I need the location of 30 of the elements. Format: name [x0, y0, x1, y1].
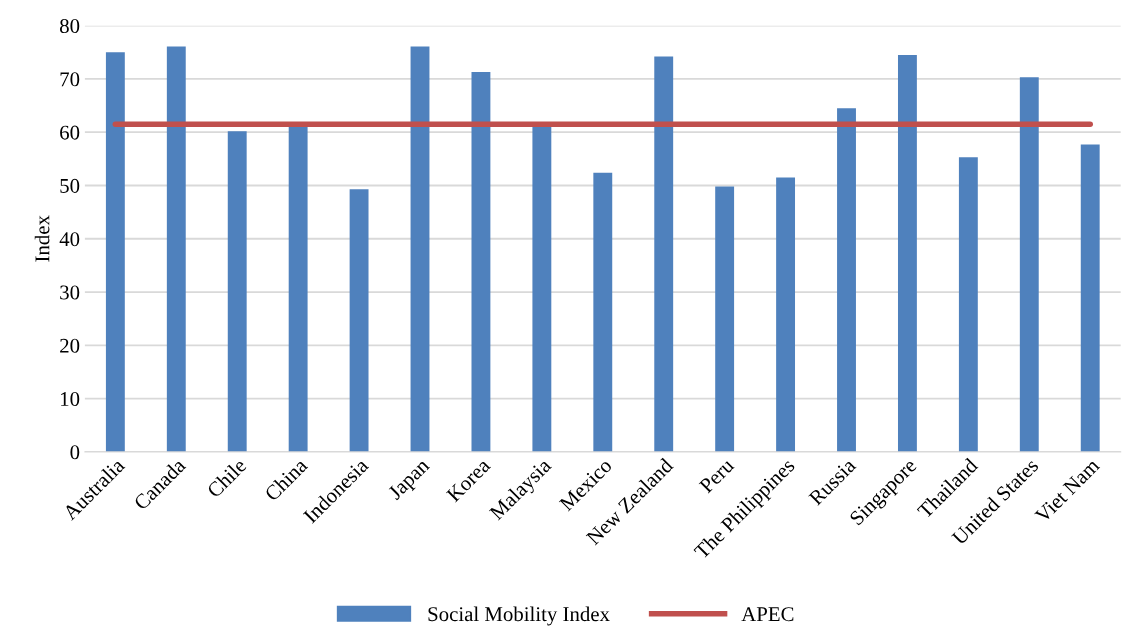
legend-label: Social Mobility Index [428, 606, 610, 626]
y-tick-label: 80 [60, 19, 80, 34]
x-tick-label: Chile [205, 457, 248, 499]
bar [776, 177, 796, 452]
bar [227, 131, 247, 452]
bar [837, 108, 856, 452]
bar [532, 126, 552, 452]
bar [593, 172, 613, 452]
bar [166, 46, 186, 452]
y-tick-label: 50 [60, 178, 80, 193]
y-tick-label: 40 [59, 232, 80, 247]
y-tick-label: 10 [61, 392, 80, 407]
bar [471, 72, 491, 452]
bar [715, 186, 735, 452]
y-tick-label: 20 [60, 338, 80, 353]
bar [958, 157, 978, 452]
y-axis-title: Index [34, 215, 50, 262]
y-tick-label: 70 [60, 72, 80, 87]
y-tick-label: 30 [60, 285, 80, 300]
legend-label: APEC [741, 607, 794, 622]
y-tick-label: 0 [70, 445, 80, 460]
bar [1019, 77, 1039, 452]
y-tick-label: 60 [60, 125, 80, 140]
bar [410, 46, 430, 452]
bar [897, 54, 917, 452]
bar [105, 52, 125, 452]
bar [288, 126, 308, 452]
bar [654, 56, 674, 452]
bar [349, 189, 369, 452]
bar [1080, 144, 1100, 452]
